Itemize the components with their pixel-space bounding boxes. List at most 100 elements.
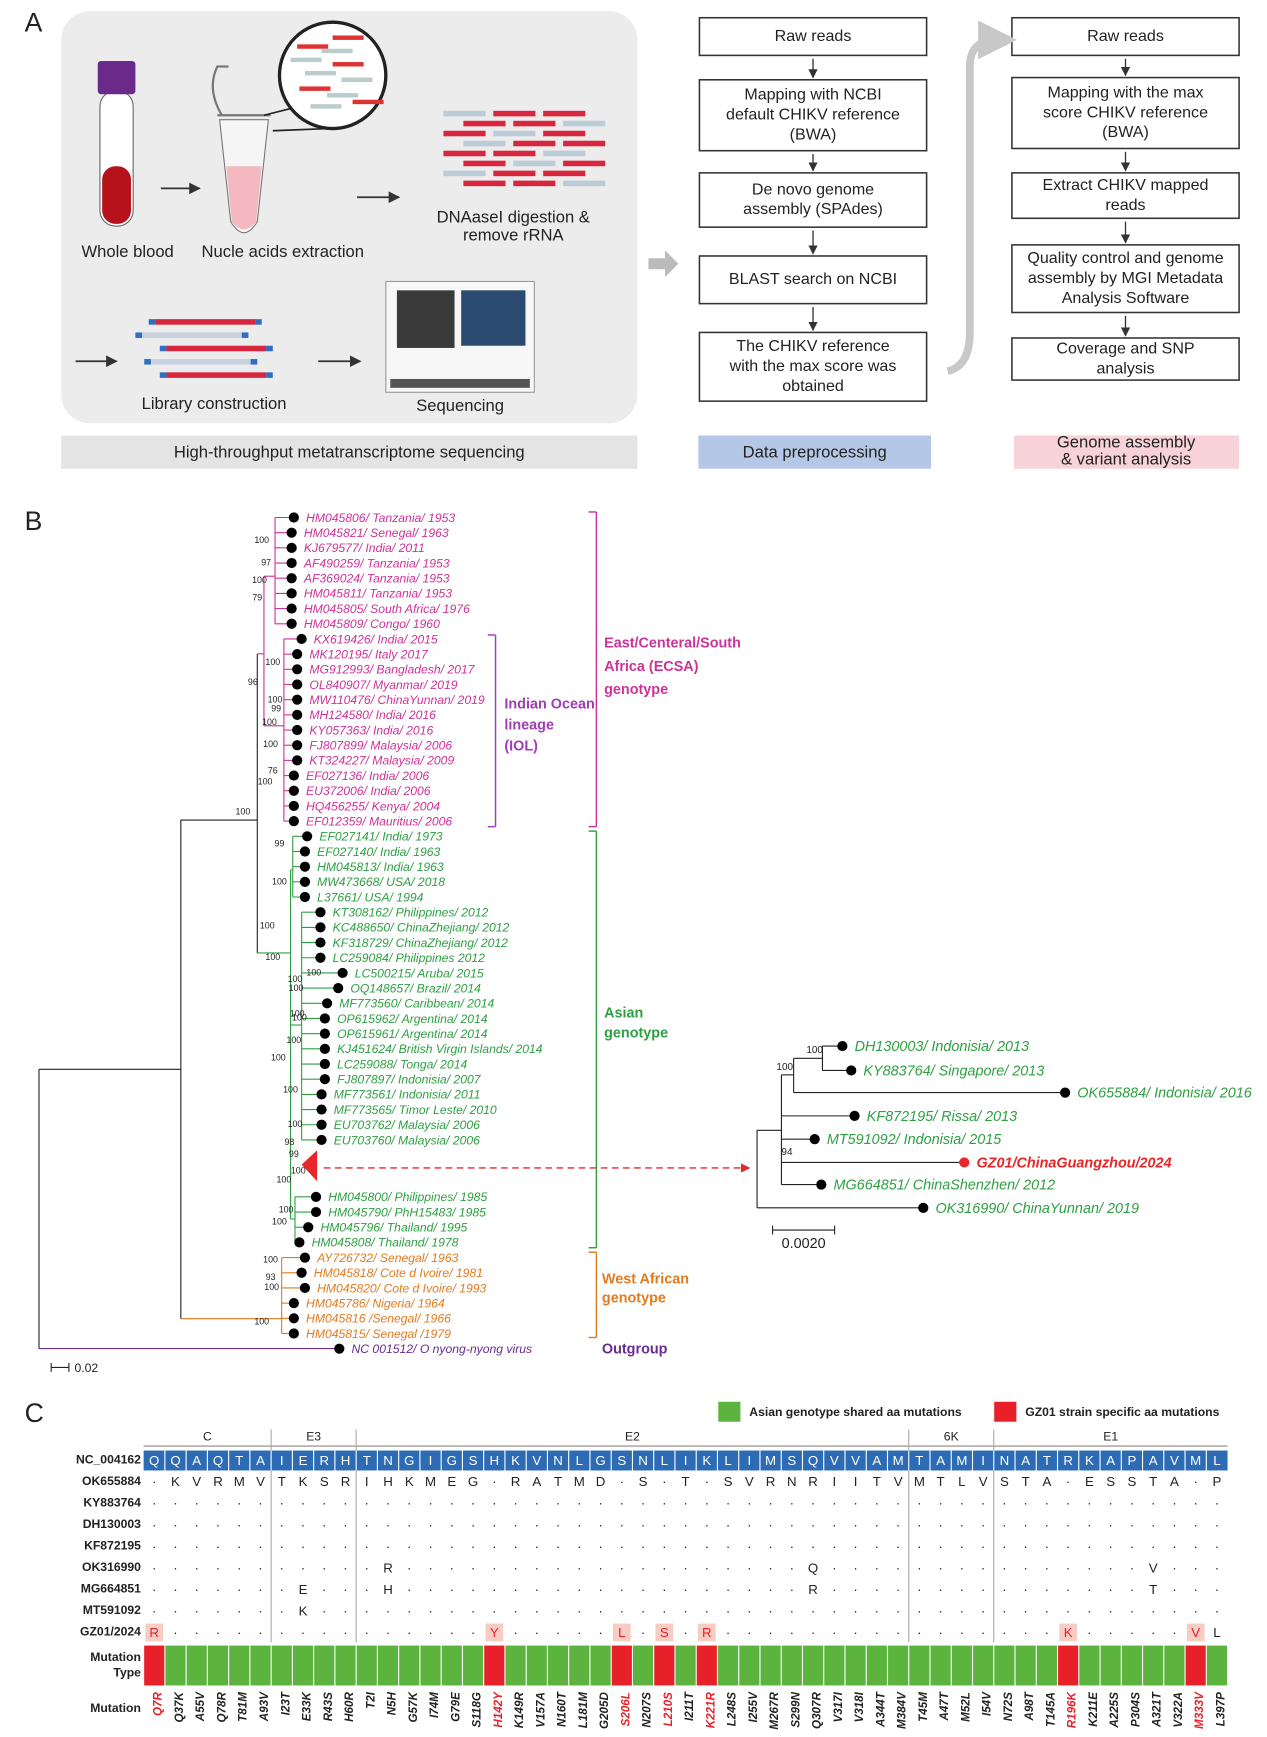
residue: I bbox=[429, 1453, 433, 1468]
read bbox=[463, 180, 506, 187]
residue: · bbox=[1002, 1560, 1006, 1575]
bootstrap: 100 bbox=[262, 717, 277, 727]
residue: · bbox=[683, 1539, 687, 1554]
residue: K bbox=[1085, 1453, 1094, 1468]
residue: M bbox=[765, 1453, 776, 1468]
residue: · bbox=[173, 1582, 177, 1597]
gene-label: C bbox=[203, 1429, 212, 1443]
residue: · bbox=[428, 1517, 432, 1532]
residue: · bbox=[1151, 1496, 1155, 1511]
step-label: remove rRNA bbox=[463, 225, 565, 244]
leaf-label: KC488650/ ChinaZhejiang/ 2012 bbox=[333, 921, 510, 935]
residue: · bbox=[1045, 1604, 1049, 1619]
residue: · bbox=[1151, 1539, 1155, 1554]
residue: · bbox=[747, 1517, 751, 1532]
mutation-type-cell bbox=[314, 1645, 335, 1686]
residue: · bbox=[216, 1625, 220, 1640]
residue: · bbox=[280, 1604, 284, 1619]
residue: · bbox=[195, 1517, 199, 1532]
leaf-label: HM045820/ Cote d Ivoire/ 1993 bbox=[317, 1281, 486, 1295]
residue: V bbox=[256, 1474, 265, 1489]
residue: S bbox=[617, 1453, 626, 1468]
residue: · bbox=[173, 1560, 177, 1575]
residue: · bbox=[832, 1496, 836, 1511]
residue: · bbox=[620, 1496, 624, 1511]
bootstrap: 100 bbox=[288, 974, 303, 984]
residue: E bbox=[299, 1582, 308, 1597]
residue: · bbox=[216, 1517, 220, 1532]
residue: · bbox=[535, 1496, 539, 1511]
leaf-node bbox=[959, 1157, 970, 1168]
residue: · bbox=[450, 1604, 454, 1619]
residue: · bbox=[768, 1496, 772, 1511]
read bbox=[297, 44, 329, 49]
leaf-label: HM045821/ Senegal/ 1963 bbox=[304, 526, 449, 540]
residue: · bbox=[811, 1625, 815, 1640]
leaf-label: KT324227/ Malaysia/ 2009 bbox=[309, 754, 454, 768]
residue: Q bbox=[149, 1453, 159, 1468]
leaf-node bbox=[299, 861, 311, 872]
leaf-node bbox=[286, 527, 297, 538]
mutation-type-cell bbox=[845, 1645, 866, 1686]
residue: · bbox=[620, 1582, 624, 1597]
residue: · bbox=[428, 1625, 432, 1640]
residue: · bbox=[1023, 1539, 1027, 1554]
bootstrap: 94 bbox=[781, 1147, 793, 1158]
leaf-label: L37661/ USA/ 1994 bbox=[317, 890, 423, 904]
flow-text: assembly (SPAdes) bbox=[743, 200, 883, 218]
residue: · bbox=[1108, 1625, 1112, 1640]
leaf-label: KJ679577/ India/ 2011 bbox=[304, 541, 425, 555]
residue: G bbox=[468, 1474, 478, 1489]
blood bbox=[102, 166, 131, 224]
residue: · bbox=[1172, 1625, 1176, 1640]
residue: K bbox=[405, 1474, 414, 1489]
residue: · bbox=[1130, 1582, 1134, 1597]
residue: · bbox=[471, 1517, 475, 1532]
leaf-label: HM045790/ PhH15483/ 1985 bbox=[328, 1205, 486, 1219]
residue: · bbox=[705, 1474, 709, 1489]
residue: · bbox=[535, 1539, 539, 1554]
leaf-label: EF012359/ Mauritius/ 2006 bbox=[306, 814, 452, 828]
residue: · bbox=[237, 1539, 241, 1554]
residue: · bbox=[513, 1604, 517, 1619]
residue: A bbox=[936, 1453, 945, 1468]
residue: · bbox=[1108, 1517, 1112, 1532]
residue: · bbox=[598, 1625, 602, 1640]
residue: · bbox=[471, 1539, 475, 1554]
residue: · bbox=[726, 1582, 730, 1597]
residue: · bbox=[662, 1604, 666, 1619]
highlight-cell bbox=[1186, 1623, 1205, 1642]
residue: · bbox=[747, 1604, 751, 1619]
residue: · bbox=[598, 1496, 602, 1511]
mutation-label: L210S bbox=[662, 1692, 675, 1726]
residue: M bbox=[956, 1453, 967, 1468]
clade-label: genotype bbox=[602, 1291, 666, 1307]
leaf-node bbox=[299, 876, 311, 887]
residue: · bbox=[1002, 1539, 1006, 1554]
read bbox=[513, 140, 556, 147]
leaf-node bbox=[316, 1119, 327, 1130]
residue: · bbox=[471, 1560, 475, 1575]
leaf-label: EF027136/ India/ 2006 bbox=[306, 769, 429, 783]
leaf-label: MW110476/ ChinaYunnan/ 2019 bbox=[309, 693, 484, 707]
highlight-cell bbox=[612, 1623, 631, 1642]
row-label: NC_004162 bbox=[76, 1453, 141, 1467]
leaf-node bbox=[809, 1134, 820, 1145]
residue: · bbox=[471, 1582, 475, 1597]
residue: · bbox=[280, 1539, 284, 1554]
legend-label: GZ01 strain specific aa mutations bbox=[1025, 1405, 1219, 1419]
leaf-label: OQ148657/ Brazil/ 2014 bbox=[350, 981, 481, 995]
residue: · bbox=[577, 1582, 581, 1597]
residue: S bbox=[1000, 1474, 1009, 1489]
mutation-label: V317I bbox=[832, 1691, 845, 1722]
leaf-label: OK316990/ ChinaYunnan/ 2019 bbox=[935, 1201, 1138, 1217]
leaf-label: HM045786/ Nigeria/ 1964 bbox=[306, 1296, 445, 1310]
flow-text: Raw reads bbox=[775, 27, 852, 45]
mutation-type-cell bbox=[675, 1645, 696, 1686]
read bbox=[463, 140, 506, 147]
adapter bbox=[135, 332, 143, 338]
residue: · bbox=[1045, 1496, 1049, 1511]
residue: · bbox=[620, 1474, 624, 1489]
residue: R bbox=[213, 1474, 223, 1489]
mutation-label: A93V bbox=[258, 1691, 271, 1722]
